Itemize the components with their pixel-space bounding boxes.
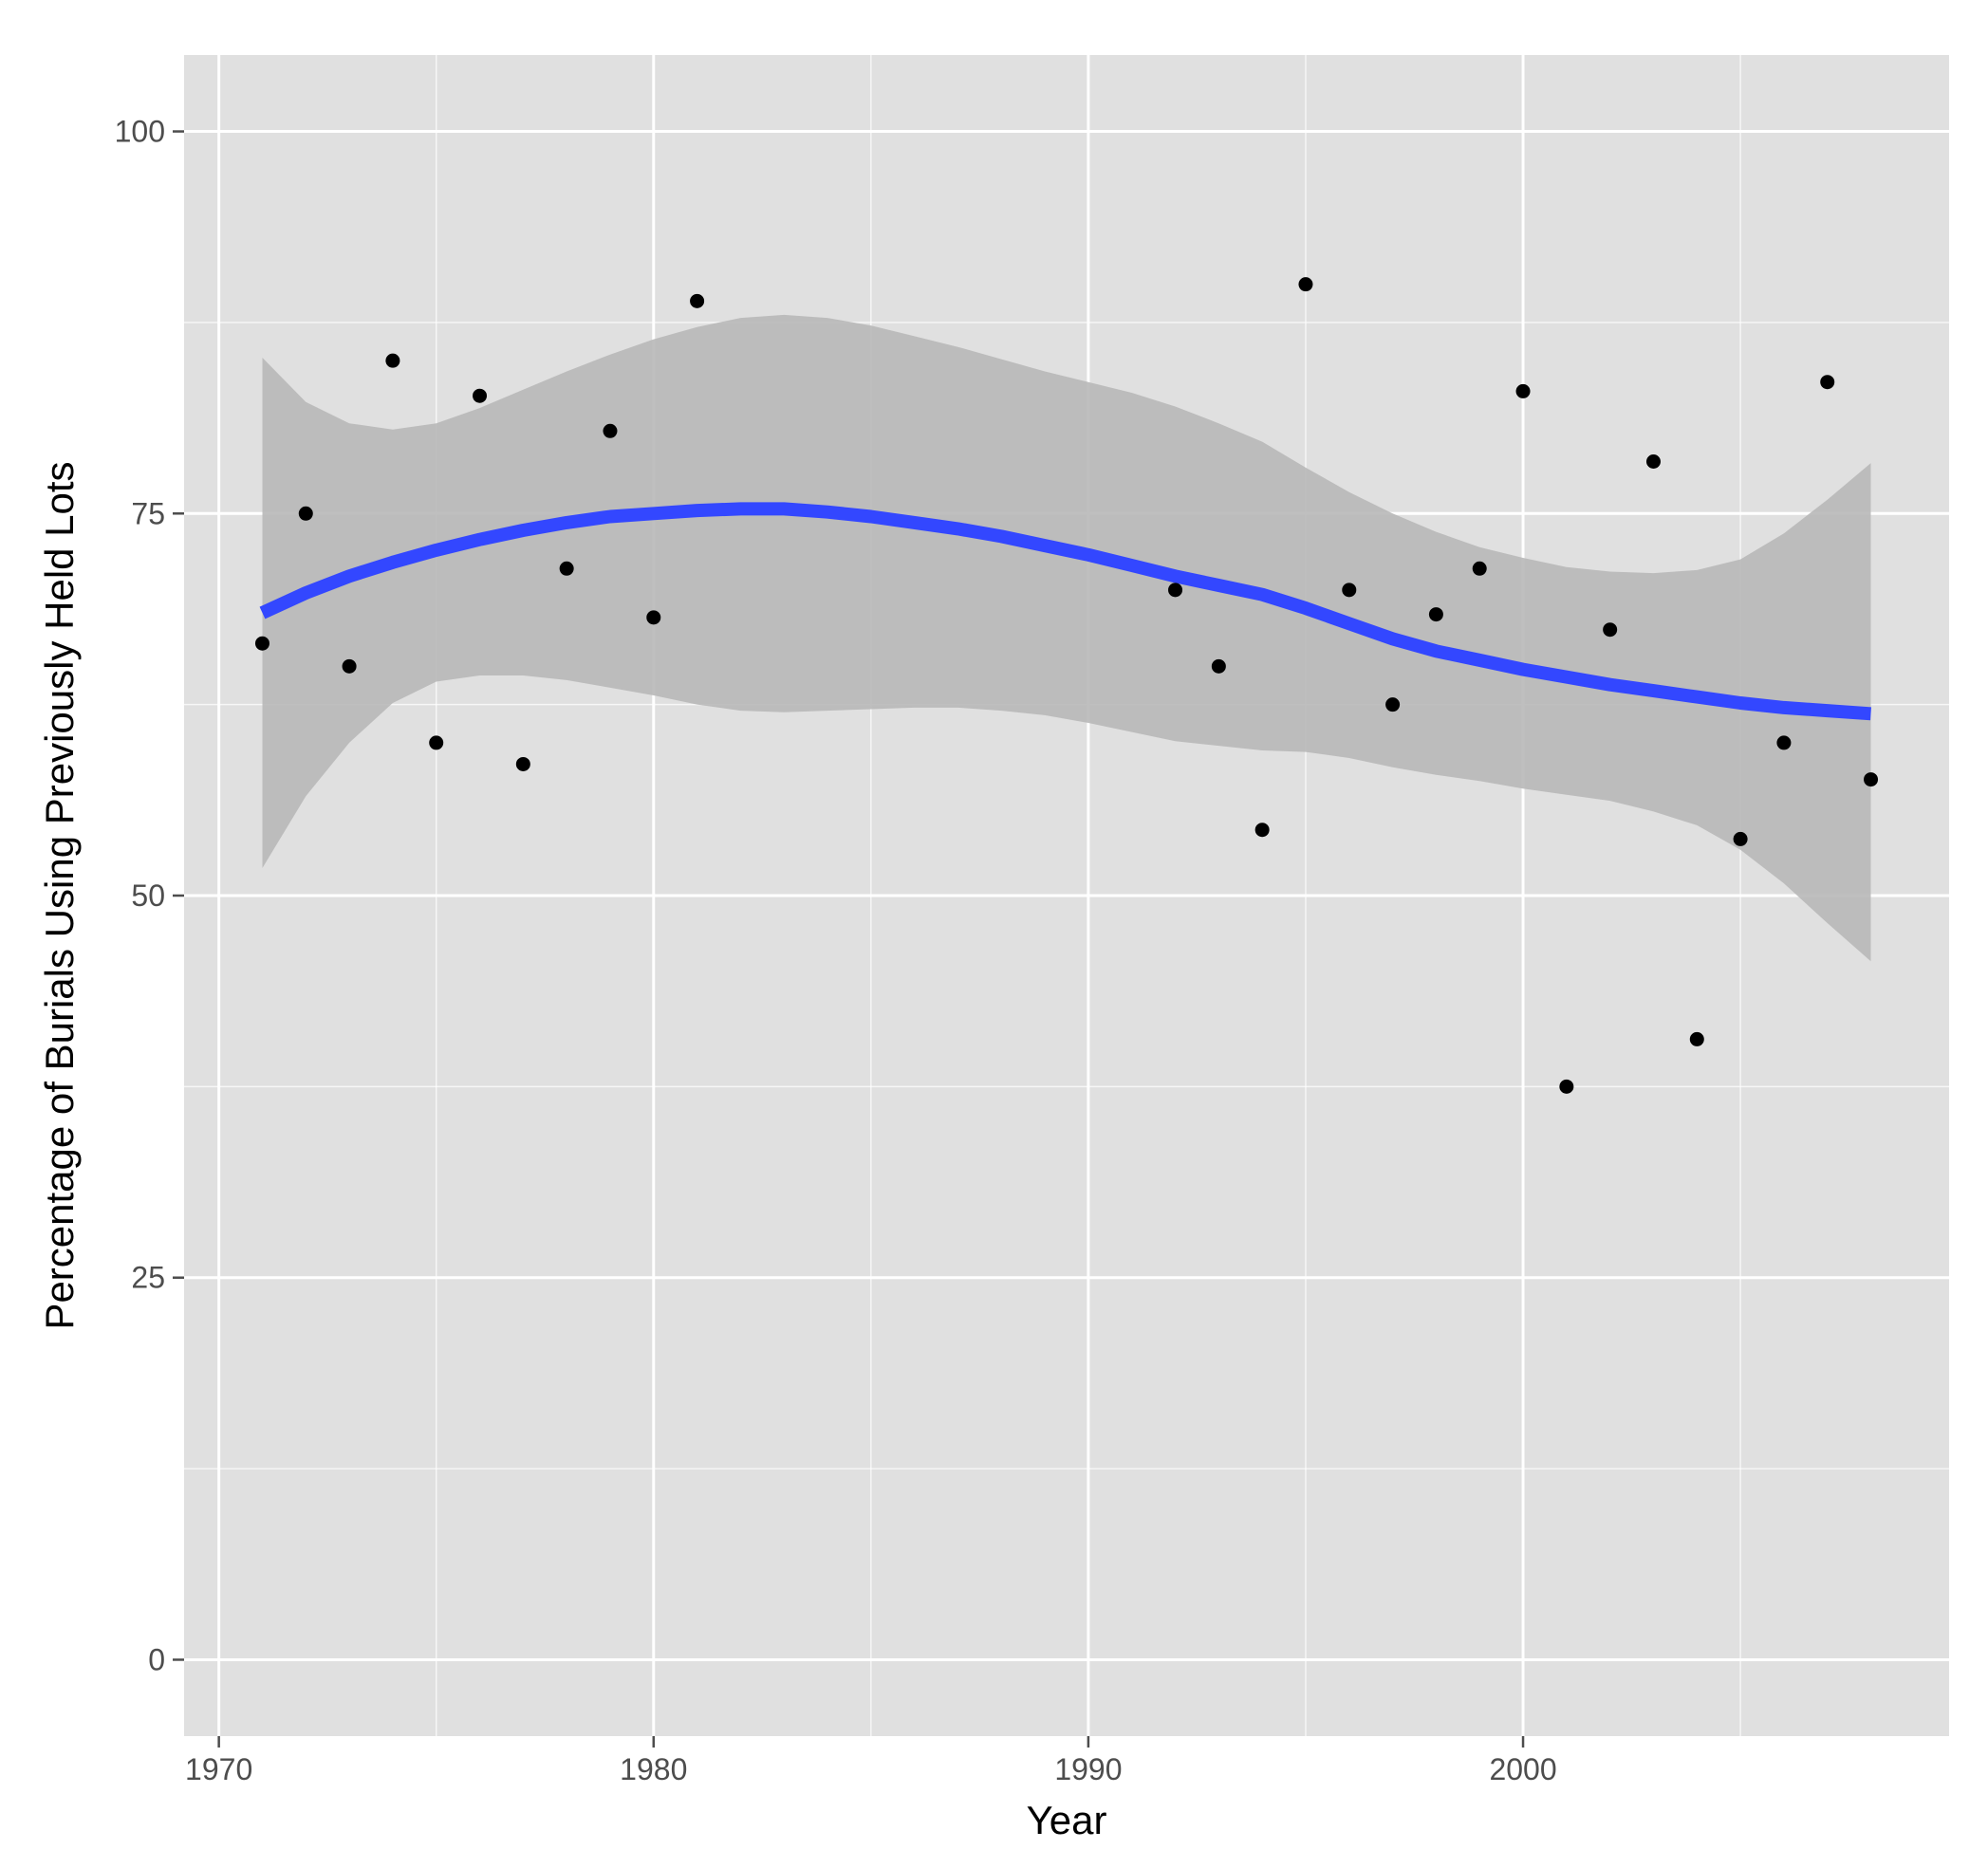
- data-point: [1254, 823, 1270, 838]
- y-axis-title: Percentage of Burials Using Previously H…: [37, 461, 82, 1329]
- y-axis-tick-label: 0: [148, 1642, 165, 1676]
- y-axis-tick-label: 100: [115, 115, 165, 149]
- confidence-band: [262, 314, 1871, 962]
- y-axis-tick-label: 25: [131, 1261, 165, 1295]
- data-point: [690, 293, 705, 308]
- data-points: [254, 277, 1879, 1094]
- x-axis-tick-label: 1980: [620, 1752, 687, 1786]
- data-point: [1689, 1031, 1704, 1046]
- x-axis-tick-label: 1970: [185, 1752, 252, 1786]
- data-point: [1472, 561, 1487, 576]
- data-point: [342, 658, 357, 674]
- data-point: [1428, 607, 1443, 622]
- x-axis-title: Year: [1027, 1798, 1107, 1842]
- y-axis-tick-label: 50: [131, 879, 165, 913]
- data-point: [1603, 622, 1618, 638]
- x-axis-tick-label: 1990: [1054, 1752, 1122, 1786]
- data-point: [385, 353, 400, 368]
- data-point: [1820, 375, 1835, 390]
- data-point: [515, 756, 530, 771]
- data-point: [1342, 583, 1357, 598]
- data-point: [1864, 772, 1879, 787]
- data-point: [559, 561, 574, 576]
- data-point: [1385, 697, 1401, 712]
- smooth-trend-line: [259, 502, 1871, 721]
- data-point: [473, 388, 488, 403]
- data-point: [1211, 658, 1226, 674]
- x-axis: 1970 1980 1990 2000: [185, 1736, 1557, 1786]
- y-axis-tick-label: 75: [131, 496, 165, 530]
- data-point: [1168, 583, 1183, 598]
- data-point: [429, 735, 444, 750]
- data-point: [254, 636, 269, 651]
- data-point: [1733, 831, 1748, 846]
- x-axis-tick-label: 2000: [1489, 1752, 1556, 1786]
- data-point: [1298, 277, 1313, 292]
- data-point: [298, 506, 313, 521]
- data-point: [1559, 1079, 1574, 1094]
- data-point: [1645, 454, 1661, 470]
- data-point: [1515, 383, 1531, 398]
- data-point: [646, 610, 661, 625]
- y-axis: 0 25 50 75 100: [115, 115, 184, 1676]
- data-point: [603, 423, 618, 438]
- data-point: [1776, 735, 1792, 750]
